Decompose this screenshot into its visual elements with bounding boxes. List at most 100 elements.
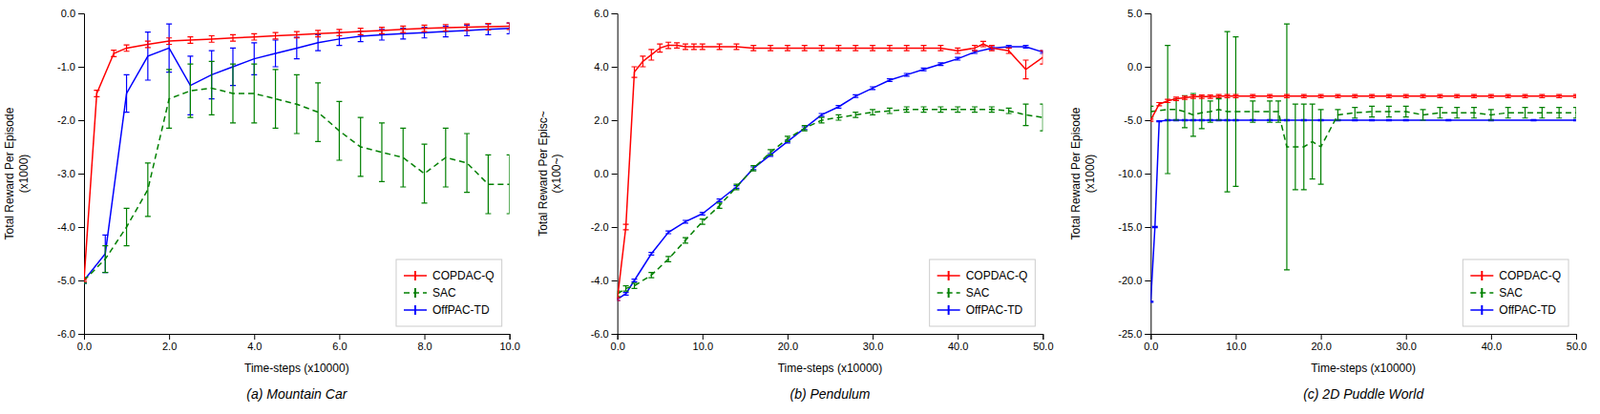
error-bar — [1199, 96, 1205, 129]
series — [1150, 94, 1577, 122]
error-bar — [835, 45, 842, 52]
y-axis-title: Total Reward Per Episode(x1000) — [1069, 106, 1097, 240]
x-axis-title: Time-steps (x10000) — [244, 361, 350, 376]
y-tick-label: -10.0 — [1117, 168, 1142, 180]
error-bar — [1199, 95, 1205, 99]
x-axis-title: Time-steps (x10000) — [778, 361, 884, 376]
y-tick: 0.0 — [593, 168, 617, 180]
error-bar — [1538, 94, 1545, 98]
x-axis: 0.02.04.06.08.010.0 — [77, 334, 521, 353]
x-tick: 4.0 — [247, 334, 262, 353]
x-tick: 50.0 — [1566, 334, 1587, 353]
error-bar — [145, 32, 151, 81]
error-bar — [819, 117, 825, 124]
y-axis: 0.0-1.0-2.0-3.0-4.0-5.0-6.0 — [57, 7, 85, 340]
y-tick-label: -5.0 — [57, 274, 76, 287]
error-bar — [869, 86, 876, 90]
panel: 0.010.020.030.040.050.05.00.0-5.0-10.0-1… — [1069, 7, 1587, 402]
x-tick-label: 50.0 — [1032, 340, 1053, 353]
y-tick: -5.0 — [57, 274, 85, 287]
error-bar — [631, 66, 637, 78]
error-bar — [1266, 94, 1273, 98]
y-tick-mark — [78, 280, 85, 282]
y-axis-title-line: Total Reward Per Episode — [2, 106, 17, 240]
error-bar — [1403, 119, 1410, 121]
error-bar — [716, 199, 723, 203]
chart-canvas: 0.02.04.06.08.010.00.0-1.0-2.0-3.0-4.0-5… — [0, 0, 1600, 414]
y-axis-title-line: (x100~) — [549, 153, 564, 193]
legend: COPDAC-QSACOffPAC-TD — [396, 259, 503, 327]
legend-swatch-tick — [1480, 271, 1483, 281]
x-tick: 2.0 — [162, 334, 177, 353]
error-bar — [716, 43, 723, 50]
legend-swatch-tick — [414, 271, 417, 281]
error-bar — [1505, 107, 1512, 119]
error-bar — [1368, 94, 1375, 98]
legend-label: OffPAC-TD — [966, 303, 1024, 317]
x-axis-line — [617, 335, 1044, 341]
error-bar — [1152, 226, 1158, 228]
x-tick-mark — [168, 334, 170, 340]
x-tick-mark — [872, 334, 874, 340]
legend-label: SAC — [966, 286, 990, 300]
x-tick-mark — [787, 334, 789, 340]
series-line — [1150, 120, 1577, 302]
error-bar — [1232, 37, 1239, 188]
error-bar — [421, 24, 428, 32]
error-bar — [1023, 60, 1030, 80]
error-bar — [699, 219, 706, 226]
error-bar — [869, 109, 876, 116]
error-bar — [886, 79, 893, 83]
error-bar — [623, 224, 630, 231]
x-tick-label: 0.0 — [610, 340, 626, 353]
x-tick-label: 4.0 — [247, 340, 262, 353]
error-bar — [1190, 93, 1197, 137]
y-axis-line — [78, 14, 85, 336]
error-bar — [1573, 107, 1577, 119]
error-bar — [1023, 45, 1030, 49]
error-bar — [989, 106, 995, 113]
error-bar — [1232, 94, 1239, 98]
error-bar — [251, 33, 257, 41]
legend-swatch-tick — [947, 288, 950, 298]
series — [84, 22, 510, 282]
error-bar — [750, 166, 757, 172]
error-bar — [733, 43, 739, 50]
error-bar — [102, 234, 108, 273]
error-bar — [1420, 109, 1427, 121]
y-tick-label: -4.0 — [57, 221, 76, 233]
error-bar — [904, 106, 910, 113]
error-bar — [187, 37, 193, 44]
error-bar — [1436, 94, 1443, 98]
y-tick: -6.0 — [590, 328, 618, 340]
error-bar — [1386, 94, 1392, 98]
error-bar — [1488, 94, 1495, 98]
error-bar — [819, 113, 825, 117]
x-tick: 10.0 — [693, 334, 714, 353]
error-bar — [954, 57, 961, 61]
error-bar — [801, 126, 808, 132]
panel-caption: (a) Mountain Car — [246, 386, 348, 402]
x-tick-label: 50.0 — [1566, 340, 1587, 353]
x-tick-label: 0.0 — [77, 340, 92, 353]
legend-swatch-tick — [1480, 305, 1483, 316]
error-bar — [648, 252, 654, 256]
y-tick-label: 6.0 — [593, 7, 609, 20]
y-tick: 0.0 — [1127, 61, 1151, 73]
error-bar — [1522, 94, 1529, 98]
y-tick: -2.0 — [57, 114, 85, 127]
error-bar — [767, 45, 774, 52]
error-bar — [209, 61, 215, 115]
error-bar — [463, 133, 470, 193]
x-tick: 20.0 — [1310, 334, 1331, 353]
x-tick: 0.0 — [610, 334, 626, 353]
error-bar — [1266, 101, 1273, 123]
error-bar — [665, 256, 672, 263]
legend-entry: COPDAC-Q — [937, 269, 1029, 283]
error-bar — [835, 105, 842, 109]
error-bar — [784, 136, 791, 143]
error-bar — [1181, 95, 1188, 128]
x-tick-mark — [1491, 334, 1493, 340]
error-bar — [166, 69, 172, 129]
x-axis-line — [1151, 335, 1578, 341]
